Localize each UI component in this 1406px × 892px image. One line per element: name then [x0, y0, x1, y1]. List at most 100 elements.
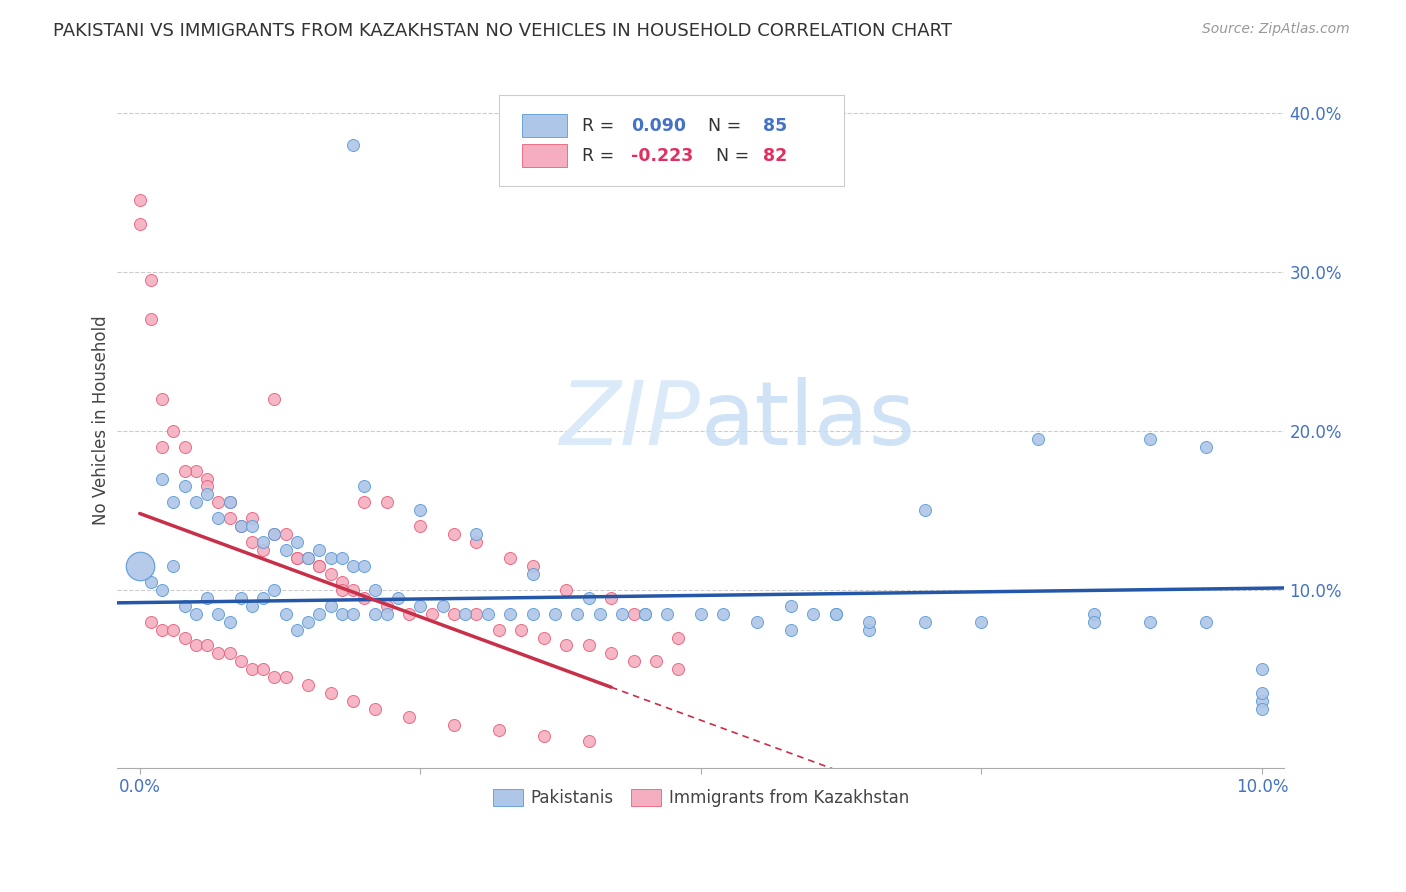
Point — [207, 647, 229, 661]
FancyBboxPatch shape — [522, 144, 567, 167]
Point — [207, 607, 229, 621]
Point — [589, 607, 612, 621]
Point — [1139, 432, 1161, 446]
Point — [150, 440, 173, 454]
Point — [218, 615, 240, 629]
Point — [578, 591, 600, 605]
Point — [139, 273, 162, 287]
Point — [858, 615, 880, 629]
Point — [139, 615, 162, 629]
Point — [285, 551, 308, 566]
Point — [745, 615, 768, 629]
Point — [173, 599, 195, 613]
Point — [375, 599, 398, 613]
Point — [184, 607, 207, 621]
Point — [387, 591, 409, 605]
Point — [612, 607, 634, 621]
Point — [319, 566, 342, 581]
Point — [567, 607, 589, 621]
Point — [555, 582, 578, 597]
Point — [668, 662, 690, 676]
Point — [342, 559, 364, 574]
Point — [252, 591, 274, 605]
Point — [218, 495, 240, 509]
Point — [173, 440, 195, 454]
Y-axis label: No Vehicles in Household: No Vehicles in Household — [93, 316, 110, 525]
Point — [1251, 662, 1274, 676]
Point — [544, 607, 567, 621]
Point — [308, 559, 330, 574]
Point — [285, 623, 308, 637]
Point — [477, 607, 499, 621]
Point — [128, 193, 150, 207]
Point — [330, 582, 353, 597]
Point — [308, 559, 330, 574]
Point — [623, 654, 645, 668]
Point — [139, 312, 162, 326]
Point — [274, 670, 297, 684]
Point — [263, 527, 285, 541]
Point — [342, 694, 364, 708]
Point — [218, 511, 240, 525]
Point — [634, 607, 657, 621]
Point — [263, 582, 285, 597]
Point — [150, 623, 173, 637]
Point — [1026, 432, 1049, 446]
Point — [409, 599, 432, 613]
Point — [1251, 702, 1274, 716]
Point — [297, 551, 319, 566]
Point — [465, 535, 488, 549]
Point — [1083, 615, 1105, 629]
Point — [364, 582, 387, 597]
Point — [207, 511, 229, 525]
Point — [1195, 440, 1218, 454]
Point — [443, 527, 465, 541]
Point — [342, 582, 364, 597]
Point — [499, 551, 522, 566]
Point — [409, 519, 432, 533]
Point — [229, 519, 252, 533]
Point — [578, 639, 600, 653]
Point — [488, 723, 510, 737]
Point — [195, 479, 218, 493]
Point — [150, 392, 173, 406]
Point — [465, 527, 488, 541]
Point — [375, 607, 398, 621]
Point — [1251, 694, 1274, 708]
Point — [858, 623, 880, 637]
Point — [252, 543, 274, 558]
Legend: Pakistanis, Immigrants from Kazakhstan: Pakistanis, Immigrants from Kazakhstan — [484, 780, 918, 815]
Point — [970, 615, 993, 629]
Point — [689, 607, 711, 621]
Point — [274, 607, 297, 621]
Text: 85: 85 — [762, 117, 787, 135]
Point — [297, 678, 319, 692]
Point — [139, 574, 162, 589]
Point — [240, 535, 263, 549]
Point — [443, 607, 465, 621]
Point — [240, 662, 263, 676]
Point — [308, 543, 330, 558]
Point — [454, 607, 477, 621]
Point — [162, 424, 184, 438]
Point — [600, 647, 623, 661]
Point — [432, 599, 454, 613]
Point — [578, 734, 600, 748]
Point — [1139, 615, 1161, 629]
Point — [409, 503, 432, 517]
Point — [195, 487, 218, 501]
Point — [353, 559, 375, 574]
Point — [195, 639, 218, 653]
Point — [801, 607, 824, 621]
Point — [1251, 686, 1274, 700]
Point — [533, 631, 555, 645]
Point — [330, 551, 353, 566]
Point — [274, 543, 297, 558]
Point — [162, 559, 184, 574]
Point — [150, 471, 173, 485]
Text: ZIP: ZIP — [560, 377, 700, 464]
Point — [510, 623, 533, 637]
Point — [319, 551, 342, 566]
Point — [229, 654, 252, 668]
Point — [420, 607, 443, 621]
